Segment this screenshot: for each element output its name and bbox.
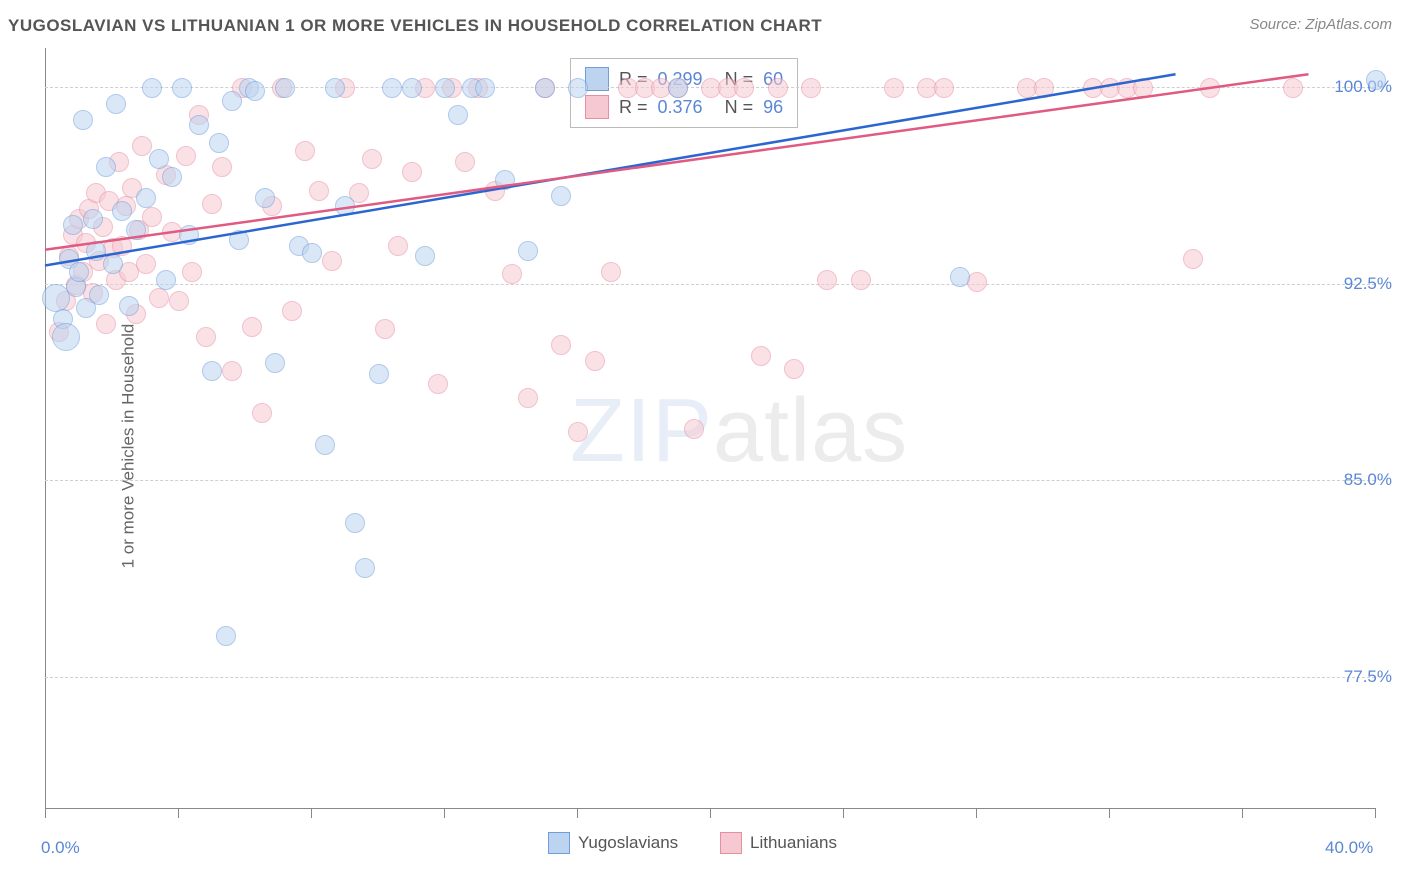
point-yugoslavian: [119, 296, 139, 316]
x-tick: [311, 808, 312, 818]
gridline: [45, 677, 1375, 678]
point-yugoslavian: [63, 215, 83, 235]
point-lithuanian: [1183, 249, 1203, 269]
point-lithuanian: [934, 78, 954, 98]
x-tick: [1109, 808, 1110, 818]
x-tick: [976, 808, 977, 818]
point-lithuanian: [96, 314, 116, 334]
x-tick: [710, 808, 711, 818]
point-yugoslavian: [369, 364, 389, 384]
point-yugoslavian: [518, 241, 538, 261]
swatch-icon: [548, 832, 570, 854]
point-lithuanian: [142, 207, 162, 227]
point-lithuanian: [182, 262, 202, 282]
point-lithuanian: [309, 181, 329, 201]
point-lithuanian: [518, 388, 538, 408]
x-tick: [1242, 808, 1243, 818]
point-yugoslavian: [448, 105, 468, 125]
swatch-icon: [720, 832, 742, 854]
point-lithuanian: [568, 422, 588, 442]
point-lithuanian: [112, 236, 132, 256]
point-yugoslavian: [96, 157, 116, 177]
point-yugoslavian: [179, 225, 199, 245]
point-yugoslavian: [535, 78, 555, 98]
point-lithuanian: [784, 359, 804, 379]
point-yugoslavian: [495, 170, 515, 190]
point-yugoslavian: [315, 435, 335, 455]
point-yugoslavian: [149, 149, 169, 169]
point-yugoslavian: [402, 78, 422, 98]
point-yugoslavian: [382, 78, 402, 98]
swatch-icon: [585, 95, 609, 119]
legend-label: Yugoslavians: [578, 833, 678, 853]
point-yugoslavian: [551, 186, 571, 206]
point-yugoslavian: [73, 110, 93, 130]
chart-title: YUGOSLAVIAN VS LITHUANIAN 1 OR MORE VEHI…: [8, 16, 822, 36]
legend-lithuanians: Lithuanians: [720, 832, 837, 854]
x-tick: [843, 808, 844, 818]
correlation-row: R = 0.376 N = 96: [585, 93, 783, 121]
y-tick-label: 85.0%: [1344, 470, 1392, 490]
point-yugoslavian: [106, 94, 126, 114]
point-lithuanian: [751, 346, 771, 366]
x-tick-label: 0.0%: [41, 838, 80, 858]
point-yugoslavian: [126, 220, 146, 240]
x-tick: [45, 808, 46, 818]
point-yugoslavian: [355, 558, 375, 578]
x-tick: [577, 808, 578, 818]
point-lithuanian: [402, 162, 422, 182]
plot-area: [45, 48, 1375, 808]
legend-label: Lithuanians: [750, 833, 837, 853]
x-tick: [178, 808, 179, 818]
gridline: [45, 480, 1375, 481]
point-lithuanian: [768, 78, 788, 98]
point-yugoslavian: [83, 209, 103, 229]
point-lithuanian: [502, 264, 522, 284]
y-tick-label: 77.5%: [1344, 667, 1392, 687]
source-label: Source: ZipAtlas.com: [1249, 16, 1392, 33]
point-lithuanian: [601, 262, 621, 282]
point-yugoslavian: [86, 241, 106, 261]
point-lithuanian: [801, 78, 821, 98]
point-lithuanian: [362, 149, 382, 169]
point-yugoslavian: [668, 78, 688, 98]
point-yugoslavian: [69, 262, 89, 282]
point-yugoslavian: [136, 188, 156, 208]
y-tick-label: 92.5%: [1344, 274, 1392, 294]
point-lithuanian: [455, 152, 475, 172]
point-lithuanian: [169, 291, 189, 311]
point-lithuanian: [202, 194, 222, 214]
x-tick-label: 40.0%: [1325, 838, 1373, 858]
point-lithuanian: [851, 270, 871, 290]
point-yugoslavian: [415, 246, 435, 266]
point-lithuanian: [176, 146, 196, 166]
point-yugoslavian: [216, 626, 236, 646]
x-tick: [1375, 808, 1376, 818]
x-tick: [444, 808, 445, 818]
point-lithuanian: [817, 270, 837, 290]
point-lithuanian: [585, 351, 605, 371]
point-lithuanian: [196, 327, 216, 347]
point-yugoslavian: [189, 115, 209, 135]
point-lithuanian: [242, 317, 262, 337]
point-lithuanian: [282, 301, 302, 321]
point-lithuanian: [136, 254, 156, 274]
point-yugoslavian: [103, 254, 123, 274]
point-lithuanian: [388, 236, 408, 256]
point-yugoslavian: [156, 270, 176, 290]
point-lithuanian: [149, 288, 169, 308]
point-lithuanian: [1034, 78, 1054, 98]
legend-yugoslavians: Yugoslavians: [548, 832, 678, 854]
gridline: [45, 284, 1375, 285]
point-lithuanian: [1200, 78, 1220, 98]
